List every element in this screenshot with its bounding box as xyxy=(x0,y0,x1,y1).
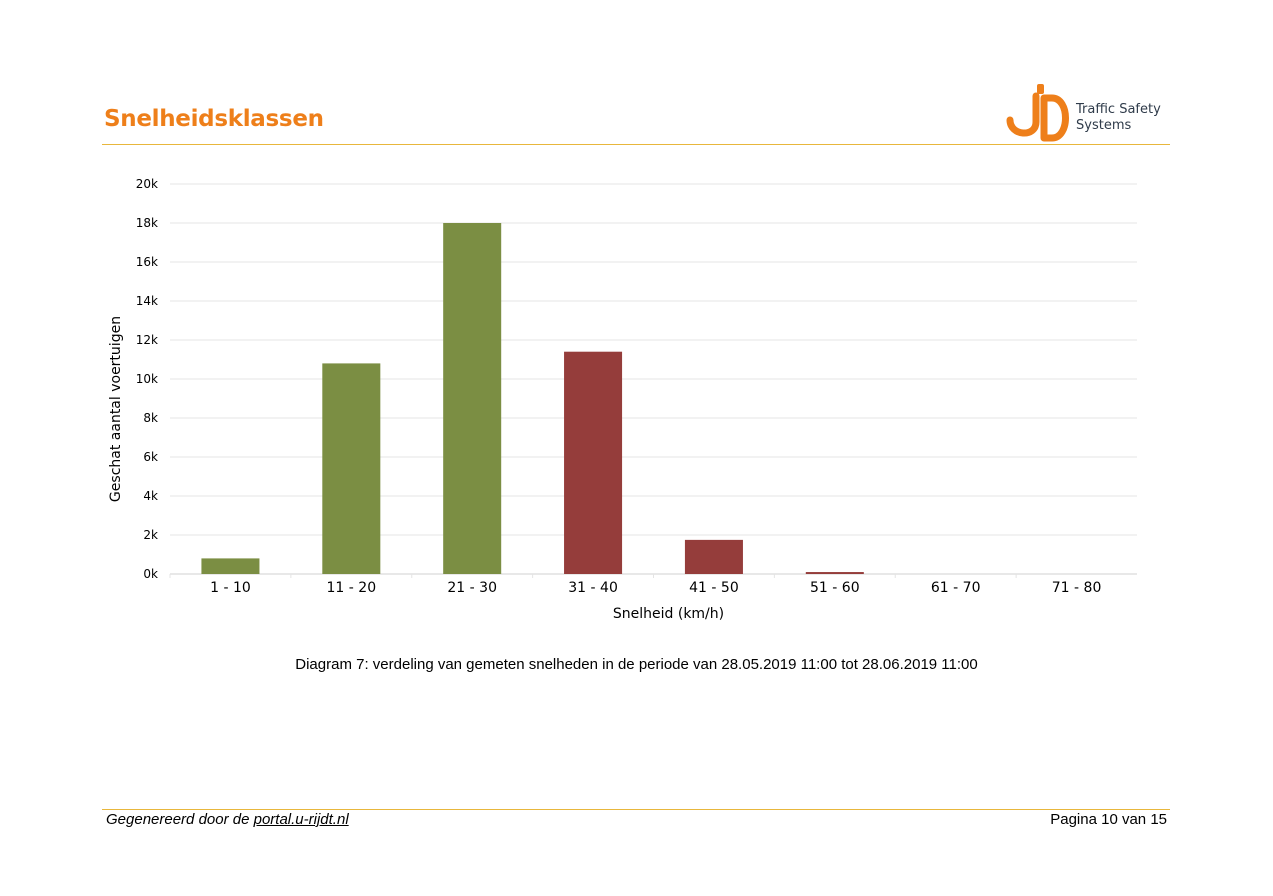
bar-2 xyxy=(322,363,381,574)
header-divider xyxy=(102,144,1170,145)
bar-6 xyxy=(805,572,864,574)
page-title: Snelheidsklassen xyxy=(104,106,324,132)
footer-divider xyxy=(102,809,1170,810)
speed-class-bar-chart: 0k 2k 4k 6k 8k 10k 12k 14k 16k 18k 20k 1 - 10 11 - 2… xyxy=(108,177,1137,622)
x-axis-title: Snelheid (km/h) xyxy=(613,606,724,622)
bar-1 xyxy=(201,558,260,574)
y-tick-label: 12k xyxy=(136,333,158,347)
y-tick-label: 14k xyxy=(136,294,158,308)
footer-portal-link[interactable]: portal.u-rijdt.nl xyxy=(253,811,349,828)
logo-mark-icon xyxy=(1006,84,1069,142)
x-tick-label: 1 - 10 xyxy=(210,580,251,596)
y-tick-label: 16k xyxy=(136,255,158,269)
footer-generated: Gegenereerd door de portal.u-rijdt.nl xyxy=(106,811,349,828)
footer-generated-prefix: Gegenereerd door de xyxy=(106,811,254,828)
y-tick-label: 20k xyxy=(136,177,158,191)
bar-4 xyxy=(564,351,623,574)
y-axis-title: Geschat aantal voertuigen xyxy=(108,316,124,502)
footer-page-number: Pagina 10 van 15 xyxy=(1050,811,1167,828)
x-tick-label: 11 - 20 xyxy=(327,580,377,596)
x-tick-label: 31 - 40 xyxy=(568,580,618,596)
chart-caption: Diagram 7: verdeling van gemeten snelhed… xyxy=(295,656,978,673)
x-tick-label: 61 - 70 xyxy=(931,580,981,596)
y-tick-label: 8k xyxy=(143,411,158,425)
y-tick-label: 4k xyxy=(143,489,158,503)
y-tick-label: 18k xyxy=(136,216,158,230)
logo-text-line1: Traffic Safety xyxy=(1076,102,1161,117)
logo-text-line2: Systems xyxy=(1076,118,1132,133)
company-logo: Traffic Safety Systems xyxy=(1004,82,1174,144)
x-tick-label: 51 - 60 xyxy=(810,580,860,596)
y-tick-label: 10k xyxy=(136,372,158,386)
bar-5 xyxy=(684,539,743,574)
x-tick-label: 41 - 50 xyxy=(689,580,739,596)
y-tick-label: 0k xyxy=(143,567,158,581)
x-tick-label: 21 - 30 xyxy=(447,580,497,596)
x-tick-label: 71 - 80 xyxy=(1052,580,1102,596)
y-tick-label: 2k xyxy=(143,528,158,542)
y-tick-label: 6k xyxy=(143,450,158,464)
bar-3 xyxy=(443,223,502,574)
